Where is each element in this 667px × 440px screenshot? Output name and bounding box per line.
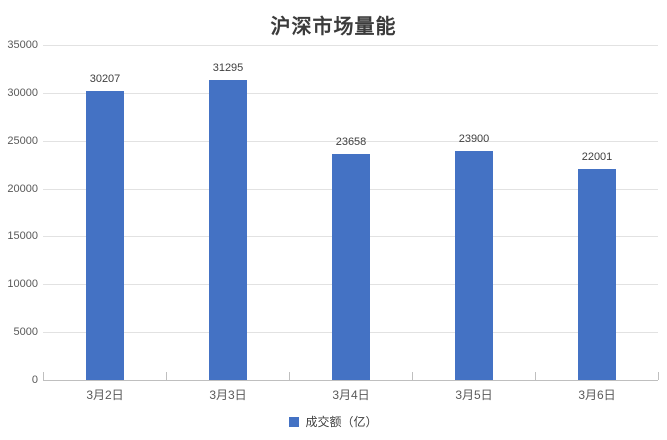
y-axis-tick-label: 25000 [7, 134, 38, 147]
x-axis-tick [658, 372, 659, 380]
y-axis-tick-label: 30000 [7, 86, 38, 99]
x-axis-tick [535, 372, 536, 380]
legend-marker-icon [289, 416, 300, 427]
y-axis-labels: 0 5000 10000 15000 20000 25000 30000 35000 [0, 39, 38, 386]
gridline [43, 45, 658, 46]
y-axis-tick-label: 5000 [13, 326, 38, 339]
x-axis-tick-label: 3月2日 [86, 388, 124, 402]
x-axis-tick [412, 372, 413, 380]
gridline [43, 92, 658, 94]
legend-label: 成交额（亿） [305, 415, 378, 429]
plot-area: 30207 31295 23658 23900 22001 [43, 45, 659, 381]
y-axis-tick-label: 15000 [7, 230, 38, 243]
x-axis-labels: 3月2日 3月3日 3月4日 3月5日 3月6日 [43, 386, 658, 402]
gridline [43, 140, 658, 142]
bar [578, 169, 616, 380]
y-axis-tick-label: 10000 [7, 278, 38, 291]
x-axis-tick [166, 372, 167, 380]
bar [455, 151, 493, 380]
bar-data-label: 23658 [335, 136, 367, 148]
y-axis-tick-label: 35000 [7, 39, 38, 51]
x-axis-tick [289, 372, 290, 380]
legend: 成交额（亿） [0, 413, 667, 430]
bar-data-label: 30207 [89, 73, 121, 85]
y-axis-tick-label: 20000 [7, 182, 38, 195]
x-axis-tick-label: 3月3日 [209, 388, 247, 402]
bar [209, 80, 247, 380]
x-axis-tick-label: 3月4日 [332, 388, 370, 402]
bar [332, 154, 370, 380]
bar-data-label: 22001 [581, 151, 613, 163]
x-axis-tick-label: 3月6日 [578, 388, 616, 402]
bar-data-label: 31295 [212, 62, 244, 74]
x-axis-tick [43, 372, 44, 380]
y-axis-tick-label: 0 [31, 374, 38, 386]
chart-title: 沪深市场量能 [270, 16, 397, 38]
bar-data-label: 23900 [458, 133, 490, 145]
x-axis-tick-label: 3月5日 [455, 388, 493, 402]
bar [86, 91, 124, 380]
